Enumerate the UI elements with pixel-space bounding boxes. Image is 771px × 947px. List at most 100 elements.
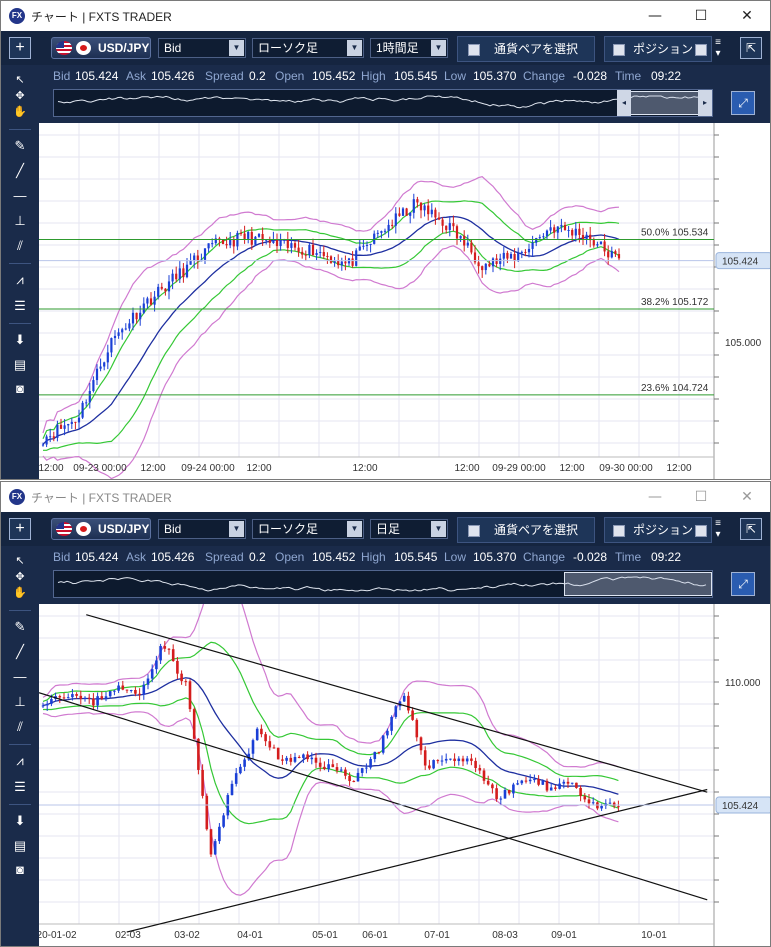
fib-icon[interactable]: ☰	[14, 779, 26, 794]
hline-icon[interactable]: —	[13, 188, 27, 203]
maximize-button[interactable]: ☐	[694, 8, 708, 24]
candle-body	[398, 213, 401, 216]
currency-pair-button[interactable]: USD/JPY	[51, 518, 151, 540]
select-pair-toggle[interactable]: 通貨ペアを選択	[457, 517, 595, 543]
channel-icon[interactable]: ⫽	[17, 719, 23, 734]
pencil-icon[interactable]: ✎	[14, 619, 26, 634]
change-label: Change	[523, 550, 566, 564]
down-arrow-icon[interactable]: ⬇	[14, 332, 26, 347]
list-icon[interactable]: ▤	[13, 838, 27, 853]
candle-body	[567, 230, 570, 232]
candle-body	[207, 243, 210, 249]
crosshair-icon[interactable]: ✥	[15, 571, 25, 583]
candle-body	[171, 273, 174, 282]
candle-body	[533, 779, 536, 781]
fan-icon[interactable]: ⩘	[16, 272, 24, 287]
period-select[interactable]: 1時間足 ▼	[370, 38, 448, 58]
period-select[interactable]: 日足 ▼	[370, 519, 448, 539]
cursor-icon[interactable]: ↖	[15, 74, 25, 86]
time-tick-label: 12:00	[246, 463, 271, 474]
navigator-bar[interactable]: ◂ ▸	[53, 89, 713, 117]
candle-body	[579, 787, 582, 797]
nav-right-icon[interactable]: ▸	[698, 90, 712, 116]
hand-icon[interactable]: ✋	[13, 587, 27, 599]
chart-type-select[interactable]: ローソク足 ▼	[252, 519, 364, 539]
candle-body	[436, 760, 440, 762]
menu-list-icon[interactable]: ≡ ▾	[715, 37, 721, 59]
down-arrow-icon[interactable]: ⬇	[14, 813, 26, 828]
line-icon[interactable]: ╱	[16, 163, 24, 178]
channel-icon[interactable]: ⫽	[17, 238, 23, 253]
crosshair-icon[interactable]: ✥	[15, 90, 25, 102]
candle-body	[386, 730, 389, 736]
vline-icon[interactable]: ⊥	[14, 213, 26, 228]
candle-body	[157, 286, 160, 297]
candle-body	[449, 758, 452, 760]
select-pair-toggle[interactable]: 通貨ペアを選択	[457, 36, 595, 62]
hline-icon[interactable]: —	[13, 669, 27, 684]
navigator-selection[interactable]	[617, 91, 712, 115]
detach-arrow-icon[interactable]: ⇱	[740, 37, 762, 59]
price-chart[interactable]: 50.0% 105.534 38.2% 105.172 23.6% 104.724 1…	[39, 123, 770, 479]
fan-icon[interactable]: ⩘	[16, 753, 24, 768]
checkbox[interactable]	[695, 44, 707, 56]
candle-body	[612, 802, 616, 807]
checkbox[interactable]	[468, 525, 480, 537]
position-toggle[interactable]: ポジション	[604, 36, 712, 62]
candle-body	[209, 829, 213, 855]
camera-icon[interactable]: ◙	[16, 862, 24, 877]
high-label: High	[361, 550, 386, 564]
detach-arrow-icon[interactable]: ⇱	[740, 518, 762, 540]
candle-body	[304, 254, 307, 256]
minimize-button[interactable]: —	[648, 489, 662, 505]
fib-icon[interactable]: ☰	[14, 298, 26, 313]
checkbox[interactable]	[468, 44, 480, 56]
candle-body	[41, 705, 45, 707]
navigator-bar[interactable]	[53, 570, 713, 598]
time-value: 09:22	[651, 550, 682, 564]
spread-label: Spread	[205, 550, 244, 564]
price-chart[interactable]: 105.424 110.000 2020-01-02 02-03 03-02 04-01 0…	[39, 604, 770, 946]
navigator-selection[interactable]	[564, 572, 712, 596]
candle-body	[211, 243, 214, 245]
title-bar: FX チャート | FXTS TRADER — ☐ ✕	[1, 482, 770, 512]
price-tick-label: 105.000	[725, 338, 762, 349]
candle-body	[402, 695, 406, 702]
hand-icon[interactable]: ✋	[13, 106, 27, 118]
checkbox[interactable]	[613, 44, 625, 56]
candle-body	[129, 690, 133, 692]
candle-body	[461, 758, 465, 762]
maximize-button[interactable]: ☐	[694, 489, 708, 505]
nav-left-icon[interactable]: ◂	[617, 90, 631, 116]
pencil-icon[interactable]: ✎	[14, 138, 26, 153]
chart-type-select[interactable]: ローソク足 ▼	[252, 38, 364, 58]
divider	[9, 263, 31, 264]
add-chart-button[interactable]: +	[9, 37, 31, 59]
auto-scale-icon[interactable]: ⤢	[731, 91, 755, 115]
price-type-select[interactable]: Bid ▼	[158, 519, 246, 539]
low-value: 105.370	[473, 69, 517, 83]
candle-body	[265, 239, 268, 241]
checkbox[interactable]	[613, 525, 625, 537]
candle-body	[63, 425, 66, 429]
close-button[interactable]: ✕	[741, 489, 753, 505]
candle-body	[369, 758, 372, 768]
cursor-icon[interactable]: ↖	[15, 555, 25, 567]
add-chart-button[interactable]: +	[9, 518, 31, 540]
chart-canvas[interactable]: 50.0% 105.534 38.2% 105.172 23.6% 104.724 1…	[39, 123, 770, 479]
line-icon[interactable]: ╱	[16, 644, 24, 659]
candle-body	[310, 757, 314, 760]
auto-scale-icon[interactable]: ⤢	[731, 572, 755, 596]
price-type-select[interactable]: Bid ▼	[158, 38, 246, 58]
vline-icon[interactable]: ⊥	[14, 694, 26, 709]
minimize-button[interactable]: —	[648, 8, 662, 24]
chart-canvas[interactable]: 105.424 110.000 2020-01-02 02-03 03-02 04-01 0…	[39, 604, 770, 946]
menu-list-icon[interactable]: ≡ ▾	[715, 518, 721, 540]
close-button[interactable]: ✕	[741, 8, 753, 24]
currency-pair-button[interactable]: USD/JPY	[51, 37, 151, 59]
currency-pair-label: USD/JPY	[98, 522, 150, 536]
checkbox[interactable]	[695, 525, 707, 537]
camera-icon[interactable]: ◙	[16, 381, 24, 396]
position-toggle[interactable]: ポジション	[604, 517, 712, 543]
list-icon[interactable]: ▤	[13, 357, 27, 372]
